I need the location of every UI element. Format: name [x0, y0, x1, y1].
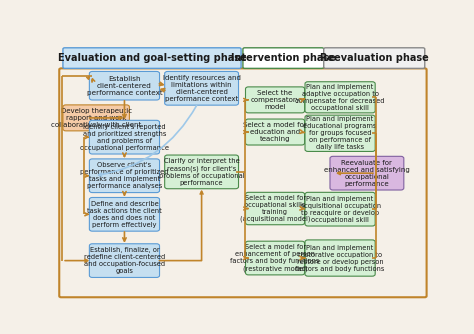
FancyBboxPatch shape [246, 192, 305, 225]
Text: Select the
compensatory
model: Select the compensatory model [250, 90, 300, 110]
FancyBboxPatch shape [305, 115, 375, 151]
Text: Select a model for
enhancement of person
factors and body functions
(restorative: Select a model for enhancement of person… [230, 244, 320, 272]
FancyBboxPatch shape [90, 244, 160, 278]
Text: Define and describe
task actions the client
does and does not
perform effectivel: Define and describe task actions the cli… [87, 201, 162, 228]
FancyBboxPatch shape [63, 105, 129, 131]
Text: Evaluation and goal-setting phase: Evaluation and goal-setting phase [58, 53, 246, 63]
FancyBboxPatch shape [246, 119, 305, 145]
Text: Develop therapeutic
rapport and work
collaboratively with client: Develop therapeutic rapport and work col… [51, 108, 141, 128]
FancyBboxPatch shape [305, 82, 375, 113]
Text: Plan and implement
restorative occupation to
restore or develop person
factors a: Plan and implement restorative occupatio… [295, 244, 385, 272]
FancyBboxPatch shape [246, 241, 305, 275]
FancyBboxPatch shape [90, 197, 160, 231]
FancyBboxPatch shape [90, 159, 160, 193]
FancyBboxPatch shape [90, 71, 160, 100]
FancyBboxPatch shape [243, 48, 324, 68]
FancyBboxPatch shape [330, 156, 404, 190]
Text: Identify client's reported
and prioritized strengths
and problems of
occupationa: Identify client's reported and prioritiz… [80, 124, 169, 151]
FancyBboxPatch shape [164, 155, 238, 189]
Text: Select a model for
education and
teaching: Select a model for education and teachin… [243, 122, 307, 142]
Text: Establish
client-centered
performance context: Establish client-centered performance co… [87, 76, 162, 96]
Text: Reevaluate for
enhanced and satisfying
occupational
performance: Reevaluate for enhanced and satisfying o… [324, 160, 410, 187]
Text: Establish, finalize, or
redefine client-centered
and occupation-focused
goals: Establish, finalize, or redefine client-… [84, 247, 165, 274]
FancyBboxPatch shape [324, 48, 425, 68]
FancyBboxPatch shape [63, 48, 241, 68]
FancyBboxPatch shape [246, 87, 305, 113]
Text: Select a model for
occupational skills
training
(acquisitional model): Select a model for occupational skills t… [240, 195, 310, 222]
Text: Identify resources and
limitations within
client-centered
performance context: Identify resources and limitations withi… [163, 75, 240, 102]
Text: Plan and implement
educational programs
for groups focused
on performance of
dai: Plan and implement educational programs … [303, 116, 377, 150]
Text: Reevaluation phase: Reevaluation phase [320, 53, 428, 63]
FancyBboxPatch shape [90, 120, 160, 154]
Text: Plan and implement
adaptive occupation to
compensate for decreased
occupational : Plan and implement adaptive occupation t… [295, 84, 385, 111]
Text: Plan and implement
acquisitional occupation
to reacquire or develop
occupational: Plan and implement acquisitional occupat… [300, 196, 381, 223]
Text: Clarify or interpret the
reason(s) for client's
problems of occupational
perform: Clarify or interpret the reason(s) for c… [159, 158, 245, 186]
FancyBboxPatch shape [305, 192, 375, 226]
FancyBboxPatch shape [305, 240, 375, 276]
Text: Intervention phase: Intervention phase [231, 53, 336, 63]
Text: Observe client's
performance of prioritized
tasks and implement
performance anal: Observe client's performance of prioriti… [80, 162, 169, 189]
FancyBboxPatch shape [164, 71, 238, 105]
